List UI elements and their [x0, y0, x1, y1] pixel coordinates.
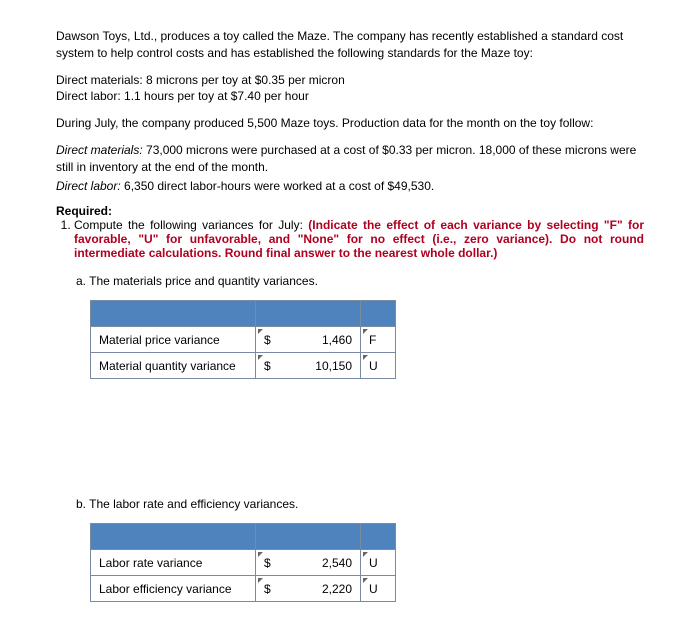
amount-cell[interactable]: 2,220 [288, 576, 361, 602]
hdr-blank-3 [361, 301, 396, 327]
fu-cell[interactable]: U [361, 576, 396, 602]
req-item-1: Compute the following variances for July… [74, 218, 644, 260]
table-b-wrap: Labor rate variance $ 2,540 U Labor effi… [90, 523, 644, 602]
standards-block: Direct materials: 8 microns per toy at $… [56, 72, 644, 106]
required-block: Required: Compute the following variance… [56, 204, 644, 260]
hdr-blank-1 [91, 524, 256, 550]
materials-variance-table: Material price variance $ 1,460 F Materi… [90, 300, 396, 379]
amount-cell[interactable]: 10,150 [288, 353, 361, 379]
dl-detail-paragraph: Direct labor: 6,350 direct labor-hours w… [56, 178, 644, 195]
table-row: Labor efficiency variance $ 2,220 U [91, 576, 396, 602]
currency-cell[interactable]: $ [256, 327, 289, 353]
hdr-blank-1 [91, 301, 256, 327]
dm-detail-paragraph: Direct materials: 73,000 microns were pu… [56, 142, 644, 176]
row-label: Labor efficiency variance [91, 576, 256, 602]
sub-a-label: a. The materials price and quantity vari… [76, 274, 644, 288]
intro-paragraph: Dawson Toys, Ltd., produces a toy called… [56, 28, 644, 62]
dm-detail-label: Direct materials: [56, 143, 143, 157]
table-row: Labor rate variance $ 2,540 U [91, 550, 396, 576]
table-row: Material quantity variance $ 10,150 U [91, 353, 396, 379]
std-direct-labor: Direct labor: 1.1 hours per toy at $7.40… [56, 88, 644, 105]
req1-lead: Compute the following variances for July… [74, 218, 308, 232]
amount-cell[interactable]: 1,460 [288, 327, 361, 353]
currency-cell[interactable]: $ [256, 576, 289, 602]
table-a-wrap: Material price variance $ 1,460 F Materi… [90, 300, 644, 379]
required-list: Compute the following variances for July… [56, 218, 644, 260]
hdr-blank-2 [256, 524, 361, 550]
fu-cell[interactable]: U [361, 353, 396, 379]
table-header-row [91, 301, 396, 327]
amount-cell[interactable]: 2,540 [288, 550, 361, 576]
dm-detail-text: 73,000 microns were purchased at a cost … [56, 143, 636, 174]
dl-detail-label: Direct labor: [56, 179, 121, 193]
currency-cell[interactable]: $ [256, 550, 289, 576]
std-direct-materials: Direct materials: 8 microns per toy at $… [56, 72, 644, 89]
fu-cell[interactable]: U [361, 550, 396, 576]
fu-cell[interactable]: F [361, 327, 396, 353]
row-label: Labor rate variance [91, 550, 256, 576]
hdr-blank-3 [361, 524, 396, 550]
row-label: Material quantity variance [91, 353, 256, 379]
required-label: Required: [56, 204, 644, 218]
row-label: Material price variance [91, 327, 256, 353]
during-july: During July, the company produced 5,500 … [56, 115, 644, 132]
table-row: Material price variance $ 1,460 F [91, 327, 396, 353]
labor-variance-table: Labor rate variance $ 2,540 U Labor effi… [90, 523, 396, 602]
dl-detail-text: 6,350 direct labor-hours were worked at … [121, 179, 435, 193]
hdr-blank-2 [256, 301, 361, 327]
table-header-row [91, 524, 396, 550]
currency-cell[interactable]: $ [256, 353, 289, 379]
sub-b-label: b. The labor rate and efficiency varianc… [76, 497, 644, 511]
